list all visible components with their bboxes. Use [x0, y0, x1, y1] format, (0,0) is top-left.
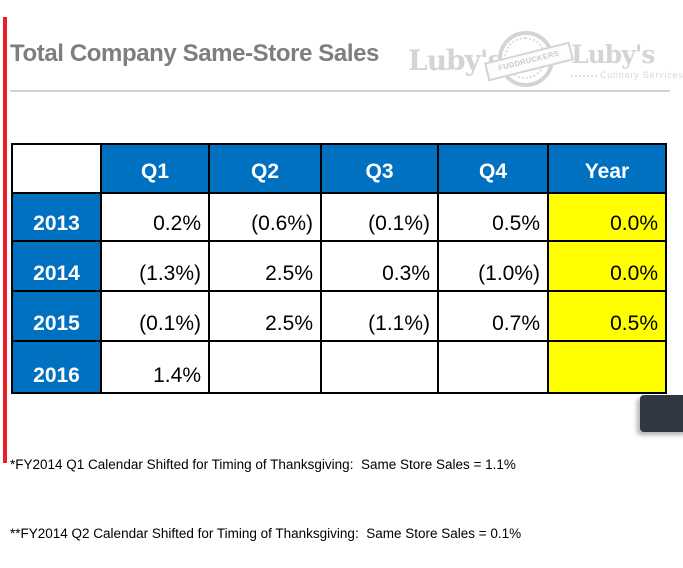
row-label-2015: 2015	[11, 290, 102, 342]
lubys-culinary-logo: Luby's Culinary Services	[571, 40, 683, 80]
col-header-q4: Q4	[437, 143, 549, 194]
cell-2013-q1: 0.2%	[100, 192, 210, 242]
cell-2014-q4: (1.0%)	[437, 240, 549, 292]
cell-2014-q3: 0.3%	[320, 240, 439, 292]
cell-2013-q2: (0.6%)	[208, 192, 322, 242]
row-label-2014: 2014	[11, 240, 102, 292]
red-accent-bar	[3, 17, 7, 463]
fuddruckers-logo: FUDDRUCKERS	[484, 31, 574, 87]
cell-2015-q2: 2.5%	[208, 290, 322, 342]
cell-2014-year: 0.0%	[547, 240, 667, 292]
title-divider	[10, 90, 670, 92]
corner-tab	[640, 395, 683, 432]
col-header-year: Year	[547, 143, 667, 194]
cell-2013-q4: 0.5%	[437, 192, 549, 242]
cell-2016-q1: 1.4%	[100, 340, 210, 394]
cell-2014-q2: 2.5%	[208, 240, 322, 292]
table-row: 2013 0.2% (0.6%) (0.1%) 0.5% 0.0%	[11, 192, 667, 242]
sales-table: Q1 Q2 Q3 Q4 Year 2013 0.2% (0.6%) (0.1%)…	[11, 143, 667, 394]
page-title: Total Company Same-Store Sales	[10, 40, 380, 67]
dotted-line-icon	[571, 74, 597, 77]
cell-2016-q4	[437, 340, 549, 394]
cell-2013-year: 0.0%	[547, 192, 667, 242]
cell-2016-q3	[320, 340, 439, 394]
col-header-q3: Q3	[320, 143, 439, 194]
cell-2015-q1: (0.1%)	[100, 290, 210, 342]
row-label-2016: 2016	[11, 340, 102, 394]
cell-2013-q3: (0.1%)	[320, 192, 439, 242]
table-row: 2016 1.4%	[11, 340, 667, 394]
col-header-q2: Q2	[208, 143, 322, 194]
footnote-line: **FY2014 Q2 Calendar Shifted for Timing …	[10, 526, 522, 541]
cell-2014-q1: (1.3%)	[100, 240, 210, 292]
col-header-q1: Q1	[100, 143, 210, 194]
table-header-row: Q1 Q2 Q3 Q4 Year	[11, 143, 667, 194]
cell-2016-q2	[208, 340, 322, 394]
footnote-line: *FY2014 Q1 Calendar Shifted for Timing o…	[10, 457, 516, 472]
cell-2015-q3: (1.1%)	[320, 290, 439, 342]
culinary-services-label: Culinary Services	[571, 70, 683, 80]
cell-2016-year	[547, 340, 667, 394]
row-label-2013: 2013	[11, 192, 102, 242]
table-row: 2014 (1.3%) 2.5% 0.3% (1.0%) 0.0%	[11, 240, 667, 292]
table-row: 2015 (0.1%) 2.5% (1.1%) 0.7% 0.5%	[11, 290, 667, 342]
cell-2015-q4: 0.7%	[437, 290, 549, 342]
corner-empty-cell	[11, 143, 102, 194]
cell-2015-year: 0.5%	[547, 290, 667, 342]
lubys-culinary-wordmark: Luby's	[571, 40, 656, 69]
footnotes: *FY2014 Q1 Calendar Shifted for Timing o…	[10, 407, 521, 568]
